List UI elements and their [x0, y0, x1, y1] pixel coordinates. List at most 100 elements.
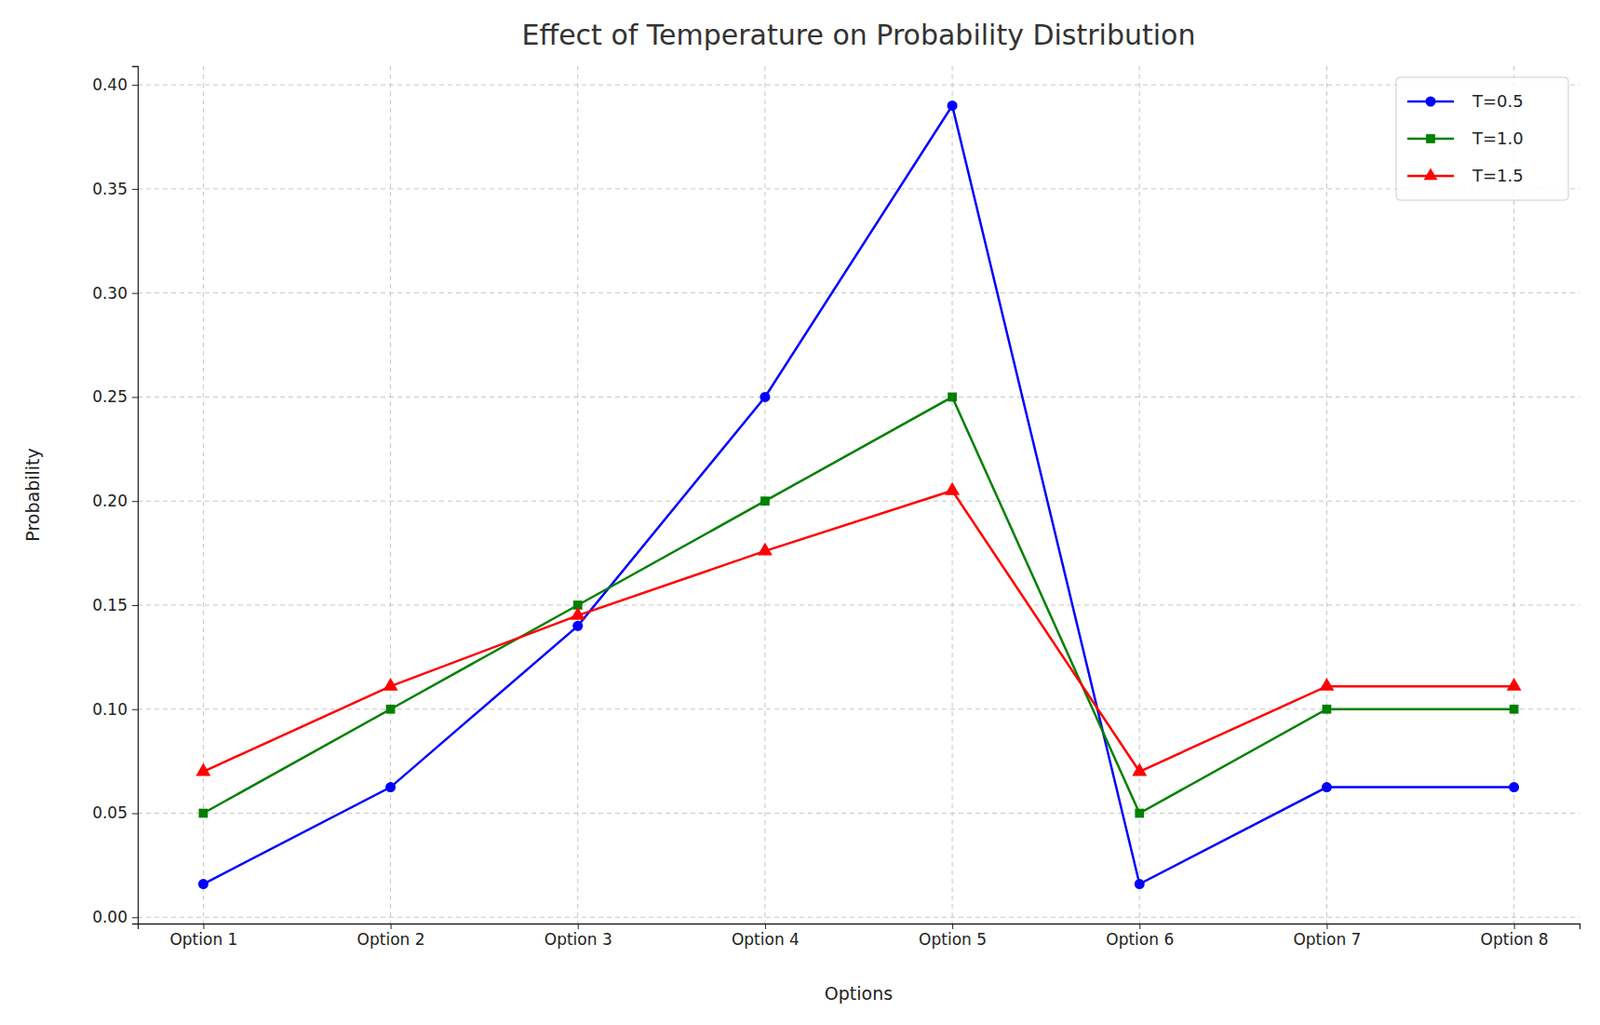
legend-marker [1424, 167, 1439, 180]
x-tick-mark [952, 923, 954, 929]
y-tick: 0.25 [92, 387, 138, 406]
y-tick-mark [132, 293, 138, 295]
y-tick-mark [132, 709, 138, 711]
series-marker [1134, 808, 1144, 819]
series-marker [385, 781, 396, 793]
series-line [202, 105, 1514, 884]
x-tick-mark [390, 923, 392, 929]
y-tick-label: 0.10 [92, 699, 128, 719]
y-tick-mark [132, 84, 138, 86]
y-tick: 0.35 [92, 179, 138, 199]
legend-label: T=0.5 [1471, 91, 1524, 111]
legend-label: T=1.5 [1471, 165, 1524, 186]
x-axis: Option 1 Option 2 Option 3 Option 4 Option 5… [138, 923, 1581, 949]
title: Effect of Temperature on Probability Dis… [522, 18, 1197, 52]
series-line [202, 490, 1514, 772]
grid-line-y [137, 84, 1580, 86]
grid-line-y [137, 916, 1580, 918]
series-marker [1322, 704, 1332, 714]
x-tick: Option 8 [1480, 923, 1549, 949]
series-marker [1131, 763, 1147, 777]
x-tick: Option 4 [731, 923, 800, 949]
series-marker [1134, 878, 1145, 889]
y-axis: 0.00 0.05 0.10 0.15 0.20 0.25 0.30 0.35 0.40 [92, 67, 138, 928]
series-marker [947, 100, 958, 111]
series-marker [760, 496, 770, 506]
chart: Option 1 Option 2 Option 3 Option 4 Option 5… [0, 0, 1600, 1025]
y-tick-mark [132, 813, 138, 815]
x-tick-label: Option 1 [169, 929, 238, 949]
y-tick: 0.15 [92, 595, 138, 615]
y-tick-label: 0.00 [92, 907, 128, 927]
x-tick: Option 2 [357, 923, 426, 949]
series-marker [199, 808, 209, 819]
series-marker [198, 878, 209, 889]
legend-label: T=1.0 [1471, 128, 1524, 148]
series-marker [757, 542, 773, 556]
series-marker [195, 763, 211, 777]
y-tick: 0.10 [92, 699, 138, 719]
x-tick: Option 5 [918, 923, 987, 949]
x-tick-label: Option 3 [544, 929, 613, 949]
x-tick-mark [1514, 923, 1516, 929]
y-tick-label: 0.20 [92, 491, 128, 511]
series-marker [570, 606, 586, 620]
y-tick: 0.20 [92, 491, 138, 511]
plot: Option 1 Option 2 Option 3 Option 4 Option 5… [92, 66, 1580, 949]
x-tick: Option 3 [544, 923, 613, 949]
grid-line-x [577, 66, 579, 924]
x-tick: Option 6 [1105, 923, 1174, 949]
series-marker [1321, 781, 1332, 793]
grid-line-y [137, 292, 1580, 294]
y-tick: 0.00 [92, 907, 138, 927]
x-axis-line [138, 924, 1581, 930]
series-marker [947, 392, 957, 403]
y-tick-mark [132, 500, 138, 502]
y-tick-label: 0.15 [92, 595, 128, 615]
grid-line-y [137, 812, 1580, 814]
y-axis-line [132, 67, 139, 925]
y-tick-mark [132, 916, 138, 918]
y-tick-mark [132, 605, 138, 606]
x-tick-label: Option 7 [1292, 929, 1361, 949]
legend-marker [1425, 96, 1437, 108]
x-axis-title: Options [824, 982, 893, 1004]
y-tick: 0.30 [92, 283, 138, 303]
legend-frame [1396, 77, 1569, 201]
series-marker [1506, 677, 1522, 691]
x-tick-label: Option 2 [357, 929, 426, 949]
grid-line-y [137, 500, 1580, 502]
x-tick-mark [1326, 923, 1328, 929]
y-tick-label: 0.05 [92, 803, 128, 822]
x-tick-mark [578, 923, 579, 929]
x-tick: Option 1 [169, 923, 238, 949]
grid-line-x [764, 66, 766, 924]
series-marker [1509, 704, 1520, 714]
x-tick-mark [202, 923, 204, 929]
legend: T=0.5 T=1.0 T=1.5 [1396, 77, 1569, 201]
x-tick-mark [765, 923, 767, 929]
y-tick: 0.40 [92, 75, 138, 95]
series-marker [1318, 677, 1334, 691]
series-line [202, 396, 1514, 813]
y-tick-label: 0.30 [92, 283, 128, 303]
series-marker [383, 677, 399, 691]
y-tick-mark [132, 396, 138, 398]
series-marker [944, 482, 960, 496]
series-marker [572, 620, 583, 632]
y-tick-label: 0.25 [92, 387, 128, 406]
legend-marker [1425, 134, 1436, 144]
x-tick-label: Option 8 [1480, 929, 1549, 949]
y-tick-mark [132, 188, 138, 190]
series-marker [1508, 781, 1520, 793]
series-marker [386, 704, 396, 714]
grid-line-y [137, 396, 1580, 398]
x-tick-label: Option 4 [731, 929, 800, 949]
grid [137, 66, 1580, 924]
y-tick: 0.05 [92, 803, 138, 822]
y-axis-title: Probability [22, 447, 43, 541]
grid-line-y [137, 604, 1580, 606]
y-tick-label: 0.35 [92, 179, 128, 199]
x-tick-label: Option 6 [1105, 929, 1174, 949]
grid-line-x [1326, 66, 1328, 924]
